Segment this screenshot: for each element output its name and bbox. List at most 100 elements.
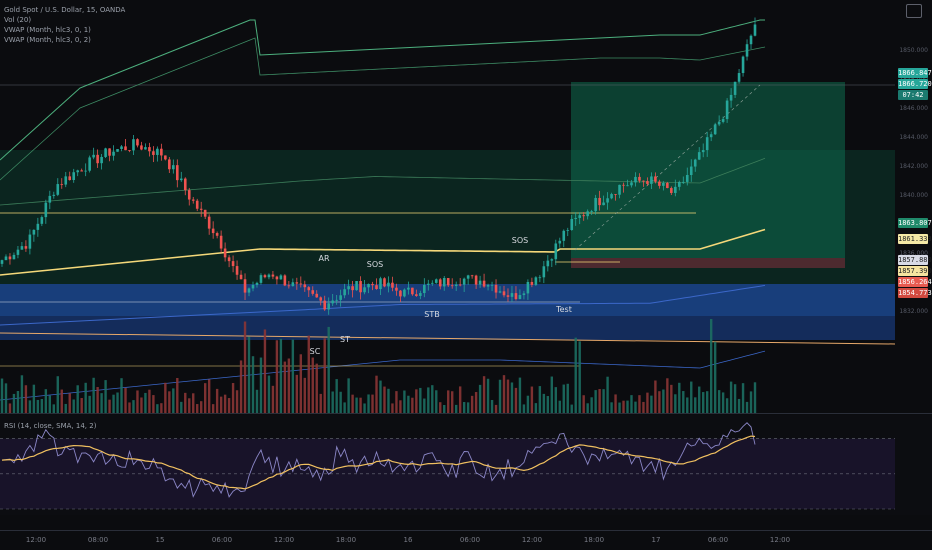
volume-bar xyxy=(709,319,713,413)
candle-body xyxy=(172,165,175,170)
volume-bar xyxy=(658,391,661,413)
volume-bar xyxy=(331,391,334,413)
candle-body xyxy=(80,170,83,172)
camera-icon[interactable] xyxy=(906,4,922,18)
volume-bar xyxy=(36,399,40,413)
candle-body xyxy=(227,257,231,262)
legend-vwap-2[interactable]: VWAP (Month, hlc3, 0, 2) xyxy=(4,36,91,44)
volume-bar xyxy=(682,391,685,413)
candle-body xyxy=(598,197,601,206)
volume-bar xyxy=(498,379,502,413)
vwap-upper-band-2 xyxy=(0,19,765,161)
candle-body xyxy=(84,170,87,172)
trend-line-orange xyxy=(0,332,896,345)
x-tick-label: 18:00 xyxy=(584,536,604,544)
volume-bar xyxy=(223,394,227,413)
candle-body xyxy=(68,176,72,180)
candle-body xyxy=(558,240,562,244)
candle-body xyxy=(526,281,530,294)
volume-bar xyxy=(80,398,83,413)
candle-body xyxy=(291,282,295,287)
candle-body xyxy=(590,211,593,212)
candle-body xyxy=(275,276,279,280)
volume-bar xyxy=(84,382,87,413)
volume-bar xyxy=(506,379,510,413)
volume-bar xyxy=(351,394,354,413)
volume-bar xyxy=(666,378,669,413)
volume-bar xyxy=(124,387,127,413)
candle-body xyxy=(215,233,219,236)
vwap-line xyxy=(0,228,766,276)
volume-bar xyxy=(606,376,609,413)
candle-body xyxy=(307,287,311,291)
volume-bar xyxy=(323,338,326,413)
volume-bar xyxy=(578,341,581,413)
volume-bar xyxy=(678,382,681,413)
volume-bar xyxy=(307,335,310,413)
volume-bar xyxy=(140,397,143,413)
volume-bar xyxy=(431,385,434,413)
annotation-st: ST xyxy=(340,335,350,344)
volume-bar xyxy=(184,392,187,413)
candle-body xyxy=(423,284,426,294)
candle-body xyxy=(187,190,191,200)
volume-bar xyxy=(279,338,283,413)
volume-bar xyxy=(630,395,633,413)
rsi-pane xyxy=(0,413,932,515)
volume-layer xyxy=(0,319,757,413)
candle-body xyxy=(709,134,713,138)
candle-body xyxy=(602,202,605,206)
volume-bar xyxy=(383,386,386,413)
volume-bar xyxy=(28,400,32,413)
candle-body xyxy=(299,283,303,285)
candle-body xyxy=(403,289,406,297)
candle-body xyxy=(678,181,681,187)
candle-body xyxy=(399,290,402,297)
x-tick-label: 18:00 xyxy=(336,536,356,544)
volume-bar xyxy=(263,329,267,413)
legend-rsi[interactable]: RSI (14, close, SMA, 14, 2) xyxy=(4,422,97,430)
candle-body xyxy=(482,280,486,287)
demand-zone-lower xyxy=(0,316,895,340)
volume-bar xyxy=(56,376,59,413)
volume-bar xyxy=(451,391,454,413)
volume-bar xyxy=(598,389,601,413)
volume-bar xyxy=(311,357,314,413)
candle-body xyxy=(339,295,342,300)
candle-body xyxy=(164,155,167,160)
candle-body xyxy=(203,209,207,217)
price-tag-level-4: 1854.773 xyxy=(898,288,932,298)
legend-symbol[interactable]: Gold Spot / U.S. Dollar, 15, OANDA xyxy=(4,6,126,14)
candle-body xyxy=(578,215,581,218)
candle-body xyxy=(419,293,422,296)
volume-bar xyxy=(148,389,151,413)
candle-body xyxy=(287,285,291,287)
candle-body xyxy=(120,146,123,150)
legend-vwap-1[interactable]: VWAP (Month, hlc3, 0, 1) xyxy=(4,26,91,34)
volume-bar xyxy=(251,356,255,413)
volume-bar xyxy=(219,396,223,413)
volume-bar xyxy=(733,384,737,413)
volume-bar xyxy=(203,383,207,413)
candle-body xyxy=(96,154,99,164)
candle-body xyxy=(319,297,323,301)
candle-body xyxy=(626,185,629,187)
candle-body xyxy=(498,291,502,293)
volume-bar xyxy=(574,337,577,413)
candle-body xyxy=(243,279,247,293)
volume-bar xyxy=(12,393,16,413)
candle-body xyxy=(630,182,633,186)
legend-volume[interactable]: Vol (20) xyxy=(4,16,32,24)
volume-bar xyxy=(275,340,279,413)
volume-bar xyxy=(550,376,554,413)
volume-bar xyxy=(694,397,697,413)
volume-bar xyxy=(60,389,63,413)
candle-body xyxy=(283,275,287,286)
volume-bar xyxy=(335,379,338,413)
volume-bar xyxy=(737,398,741,413)
volume-bar xyxy=(255,389,259,413)
volume-bar xyxy=(291,339,295,413)
volume-bar xyxy=(215,388,219,413)
candle-body xyxy=(199,208,203,210)
